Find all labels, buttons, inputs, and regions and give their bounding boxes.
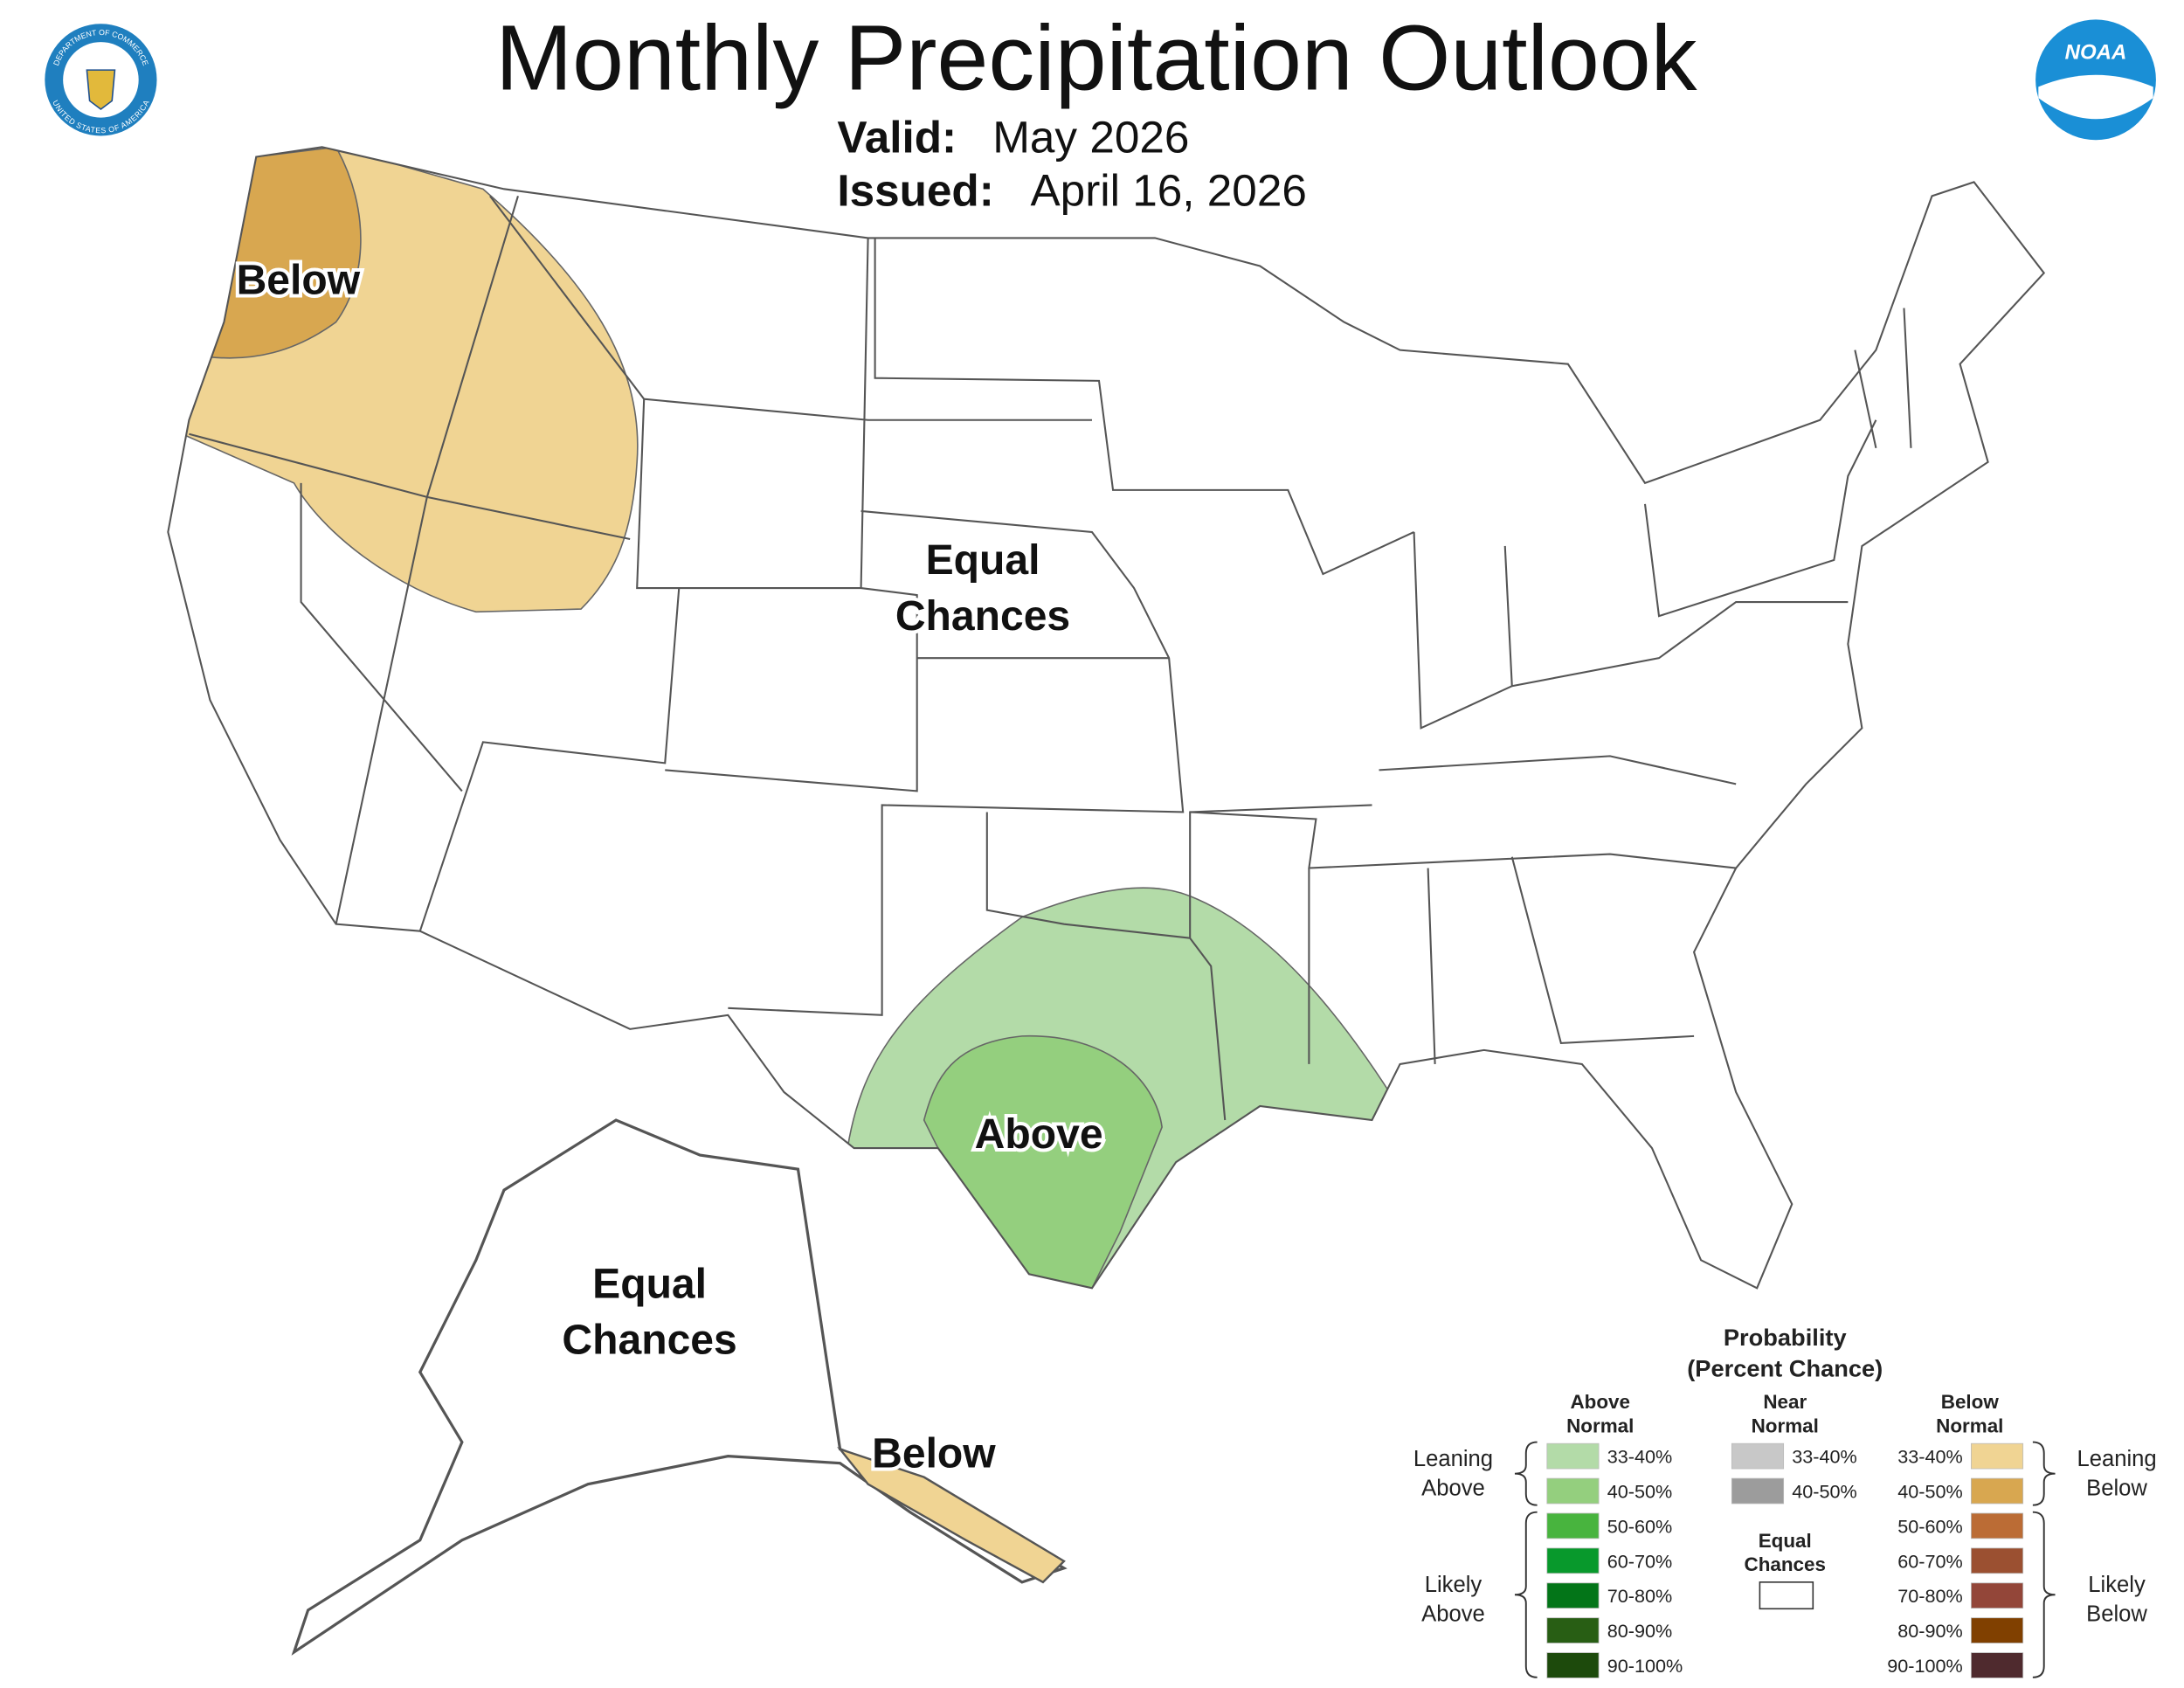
legend-group-label: Below	[2086, 1476, 2147, 1500]
legend-title: Probability	[1724, 1324, 1847, 1351]
legend-heading: Normal	[1752, 1415, 1819, 1436]
legend-group-label: Above	[1421, 1476, 1485, 1500]
legend-label: 40-50%	[1897, 1481, 1963, 1503]
below-region-alaska	[837, 1447, 1066, 1584]
legend-heading: Equal	[1759, 1530, 1812, 1552]
legend-swatch	[1970, 1617, 2024, 1643]
legend-label: 33-40%	[1897, 1446, 1963, 1468]
legend-group-label: Likely	[2088, 1573, 2146, 1597]
legend-swatch	[1970, 1477, 2024, 1505]
legend-heading: Near	[1763, 1391, 1807, 1413]
legend-swatch	[1759, 1581, 1814, 1610]
region-label: Equal	[926, 536, 1040, 584]
noaa-bird	[2038, 74, 2153, 120]
valid-label: Valid:	[837, 113, 957, 163]
legend-swatch	[1546, 1652, 1600, 1678]
legend-swatch	[1546, 1617, 1600, 1643]
map-labels: Below Equal Chances Above Equal Chances Below	[233, 253, 1107, 1481]
legend-swatch	[1546, 1477, 1600, 1505]
legend-swatch	[1546, 1442, 1600, 1470]
legend-swatch	[1970, 1652, 2024, 1678]
legend-brace	[1514, 1511, 1538, 1678]
legend-label: 70-80%	[1897, 1585, 1963, 1607]
legend-heading: Normal	[1936, 1415, 2003, 1436]
commerce-seal: DEPARTMENT OF COMMERCE UNITED STATES OF …	[45, 24, 157, 136]
legend-swatch	[1546, 1582, 1600, 1609]
legend-group-label: Above	[1421, 1602, 1485, 1627]
seal-shield	[86, 69, 116, 110]
legend-brace	[2032, 1511, 2056, 1678]
legend-label: 60-70%	[1897, 1550, 1963, 1572]
legend-group-label: Leaning	[1413, 1447, 1493, 1471]
legend-brace	[1514, 1441, 1538, 1506]
legend-label: 70-80%	[1607, 1585, 1673, 1607]
legend-label: 90-100%	[1887, 1655, 1963, 1677]
legend-label: 33-40%	[1792, 1446, 1857, 1468]
legend-label: 90-100%	[1607, 1655, 1683, 1677]
legend-label: 33-40%	[1607, 1446, 1673, 1468]
legend-swatch	[1731, 1442, 1785, 1470]
legend-swatch	[1970, 1547, 2024, 1574]
legend-label: 60-70%	[1607, 1550, 1673, 1572]
legend-title: (Percent Chance)	[1687, 1354, 1883, 1381]
legend-heading: Above	[1570, 1391, 1630, 1413]
noaa-logo: NOAA	[2035, 19, 2156, 141]
region-label: Chances	[895, 592, 1070, 640]
legend-swatch	[1970, 1512, 2024, 1539]
legend-group-label: Leaning	[2077, 1447, 2156, 1471]
legend-brace	[2032, 1441, 2056, 1506]
issued-label: Issued:	[837, 166, 993, 216]
legend-swatch	[1546, 1547, 1600, 1574]
legend-swatch	[1970, 1582, 2024, 1609]
outlook-regions	[181, 147, 1408, 1289]
legend-label: 80-90%	[1607, 1620, 1673, 1642]
state-lines	[189, 195, 1912, 1121]
legend-heading: Chances	[1745, 1553, 1826, 1575]
region-label: Chances	[562, 1317, 736, 1364]
legend-heading: Normal	[1566, 1415, 1634, 1436]
region-label: Equal	[592, 1261, 707, 1308]
legend: Probability(Percent Chance)AboveNormal33…	[1413, 1324, 2157, 1678]
above-region	[923, 1035, 1163, 1289]
legend-heading: Below	[1941, 1391, 2000, 1413]
title: Monthly Precipitation Outlook	[495, 7, 1698, 110]
alaska-outline	[291, 1118, 1068, 1656]
valid-value: May 2026	[992, 113, 1189, 163]
legend-group-label: Below	[2086, 1602, 2147, 1627]
us-outline	[167, 146, 2046, 1290]
issued-value: April 16, 2026	[1030, 166, 1306, 216]
legend-label: 80-90%	[1897, 1620, 1963, 1642]
region-label: Above	[975, 1110, 1103, 1158]
legend-label: 40-50%	[1792, 1481, 1857, 1503]
region-label: Below	[872, 1429, 996, 1477]
noaa-text: NOAA	[2065, 40, 2127, 64]
legend-label: 50-60%	[1607, 1515, 1673, 1537]
legend-label: 40-50%	[1607, 1481, 1673, 1503]
legend-swatch	[1970, 1442, 2024, 1470]
region-label: Below	[237, 257, 361, 304]
legend-swatch	[1731, 1477, 1785, 1505]
legend-swatch	[1546, 1512, 1600, 1539]
legend-group-label: Likely	[1425, 1573, 1482, 1597]
legend-label: 50-60%	[1897, 1515, 1963, 1537]
